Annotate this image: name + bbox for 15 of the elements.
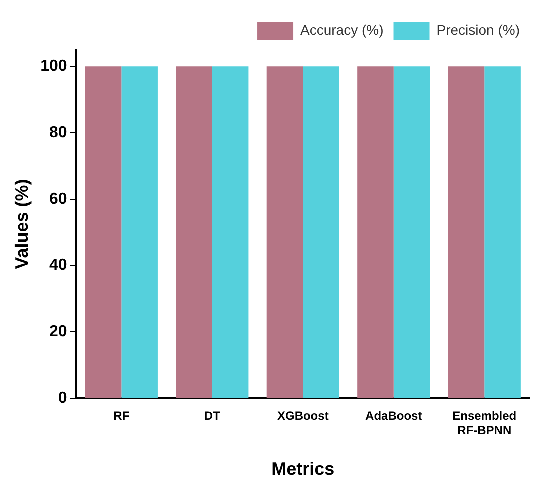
y-tick-label: 20	[50, 324, 68, 341]
y-tick-label: 80	[50, 124, 68, 142]
x-tick-label: Ensembled RF-BPNN	[452, 409, 517, 438]
y-tick-label: 60	[50, 190, 68, 208]
y-tick-label: 40	[50, 257, 68, 274]
x-tick-label: RF	[114, 409, 130, 424]
x-tick-label: XGBoost	[277, 409, 329, 424]
y-tick-label: 100	[40, 58, 68, 76]
x-axis-title: Metrics	[272, 459, 335, 480]
legend-label: Precision (%)	[436, 22, 520, 38]
x-tick-label: AdaBoost	[366, 409, 422, 424]
legend-label: Accuracy (%)	[300, 22, 384, 38]
x-tick-label: DT	[204, 409, 222, 424]
y-axis-title: Values (%)	[12, 179, 32, 270]
y-tick-label: 0	[58, 390, 68, 408]
